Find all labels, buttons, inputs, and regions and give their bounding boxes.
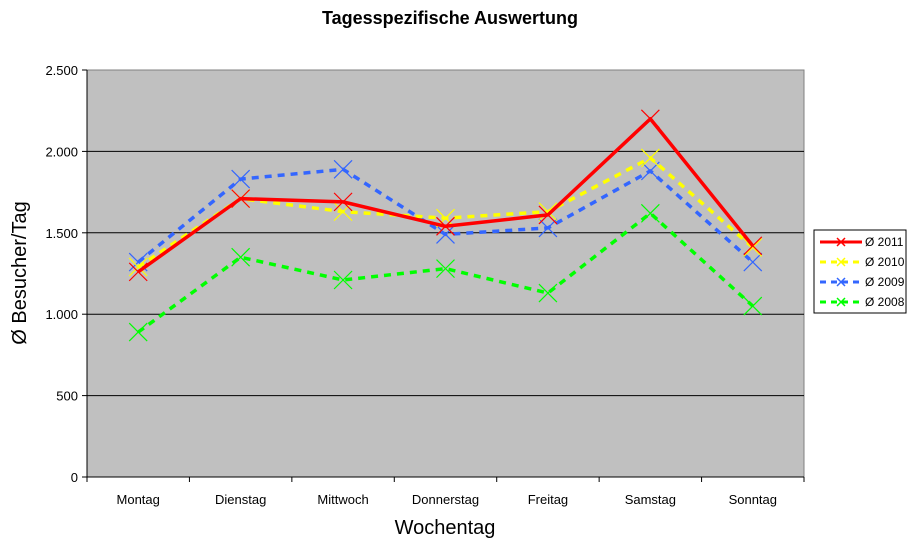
y-tick-label: 1.000 <box>45 307 78 322</box>
data-point <box>436 225 455 244</box>
legend-label: Ø 2010 <box>865 255 905 269</box>
x-tick-label: Mittwoch <box>317 492 368 507</box>
x-tick-label: Samstag <box>625 492 676 507</box>
data-point <box>743 236 763 256</box>
data-point <box>640 161 660 181</box>
data-point <box>231 247 251 267</box>
data-point <box>128 322 148 342</box>
chart-title: Tagesspezifische Auswertung <box>322 8 578 28</box>
axes: 0 500 1.000 1.500 2.000 2.500 Montag Dienstag Mi… <box>45 63 805 507</box>
x-tick-label: Donnerstag <box>412 492 479 507</box>
data-point <box>538 283 558 303</box>
plot-area <box>86 69 805 478</box>
data-point <box>436 259 455 279</box>
legend: Ø 2011 Ø 2010 Ø 2009 Ø 2008 <box>813 229 907 314</box>
series-0 <box>128 109 763 282</box>
data-point <box>128 257 148 277</box>
data-point <box>640 203 660 223</box>
series-lines <box>128 109 763 342</box>
data-point <box>333 159 353 179</box>
y-tick-label: 2.500 <box>45 63 78 78</box>
data-point <box>231 169 251 189</box>
x-tick-label: Montag <box>117 492 160 507</box>
legend-label: Ø 2011 <box>865 235 904 249</box>
data-point <box>743 296 763 316</box>
data-point <box>333 202 353 222</box>
legend-entry: Ø 2008 <box>820 295 905 309</box>
data-point <box>128 262 148 282</box>
x-tick-label: Dienstag <box>215 492 266 507</box>
legend-box <box>813 229 907 314</box>
legend-entry: Ø 2009 <box>820 275 905 289</box>
series-3 <box>128 203 763 342</box>
data-point <box>231 189 251 209</box>
y-tick-label: 500 <box>56 389 78 404</box>
data-point <box>538 202 558 222</box>
y-tick-label: 1.500 <box>45 226 78 241</box>
legend-entry: Ø 2010 <box>820 255 905 269</box>
legend-entry: Ø 2011 <box>820 235 904 249</box>
legend-label: Ø 2009 <box>865 275 905 289</box>
x-tick-label: Freitag <box>528 492 568 507</box>
data-point <box>640 148 660 168</box>
data-point <box>436 216 455 236</box>
data-point <box>743 238 763 257</box>
data-point <box>333 270 353 290</box>
x-tick-label: Sonntag <box>729 492 777 507</box>
y-tick-label: 2.000 <box>45 144 78 159</box>
data-point <box>538 205 558 225</box>
y-axis-title: Ø Besucher/Tag <box>9 201 31 344</box>
x-axis-title: Wochentag <box>395 517 496 539</box>
data-point <box>743 252 763 272</box>
data-point <box>640 109 660 129</box>
y-tick-label: 0 <box>71 470 78 485</box>
data-point <box>538 218 558 238</box>
legend-label: Ø 2008 <box>865 295 905 309</box>
data-point <box>333 192 353 212</box>
